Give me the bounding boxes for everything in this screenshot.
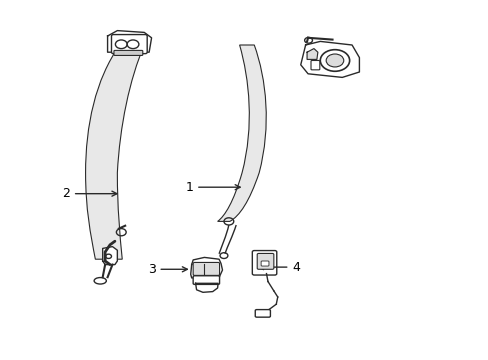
FancyBboxPatch shape	[193, 276, 219, 284]
Text: 2: 2	[62, 187, 117, 200]
FancyBboxPatch shape	[261, 261, 268, 266]
Polygon shape	[190, 257, 222, 278]
FancyBboxPatch shape	[252, 251, 276, 275]
FancyBboxPatch shape	[114, 50, 142, 55]
Circle shape	[325, 54, 343, 67]
Text: 3: 3	[147, 263, 187, 276]
Text: 4: 4	[258, 261, 300, 274]
Polygon shape	[306, 49, 317, 59]
Text: 1: 1	[185, 181, 240, 194]
FancyBboxPatch shape	[257, 253, 273, 269]
PathPatch shape	[85, 45, 144, 259]
Polygon shape	[102, 247, 117, 265]
PathPatch shape	[217, 45, 265, 221]
FancyBboxPatch shape	[310, 60, 319, 70]
FancyBboxPatch shape	[193, 262, 219, 275]
FancyBboxPatch shape	[255, 310, 270, 317]
Polygon shape	[107, 31, 151, 52]
Polygon shape	[300, 41, 359, 77]
FancyBboxPatch shape	[111, 35, 147, 54]
Polygon shape	[195, 283, 218, 292]
